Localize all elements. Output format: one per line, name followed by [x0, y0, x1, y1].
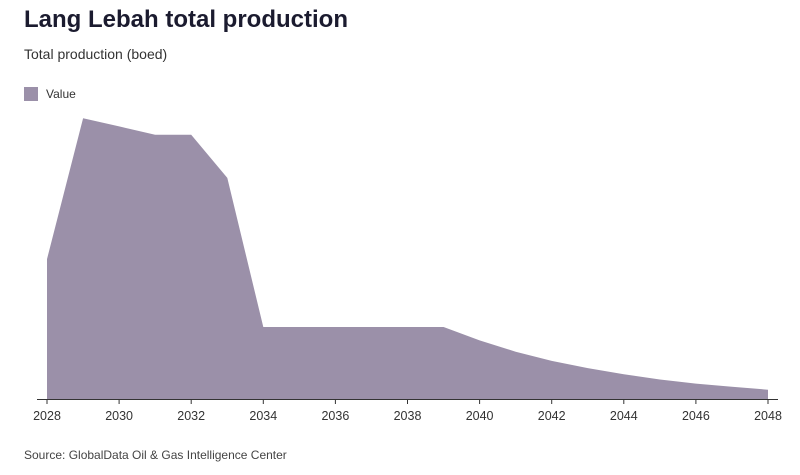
x-tick-label: 2048: [754, 409, 782, 423]
chart-title: Lang Lebah total production: [24, 6, 348, 33]
x-tick-label: 2034: [249, 409, 277, 423]
chart-subtitle: Total production (boed): [24, 46, 168, 62]
x-tick-label: 2038: [394, 409, 422, 423]
watermark-text: GlobalData: [346, 222, 463, 247]
x-tick-label: 2028: [33, 409, 61, 423]
legend-label: Value: [46, 87, 76, 101]
x-tick-label: 2042: [538, 409, 566, 423]
legend: Value: [24, 87, 76, 101]
source-note: Source: GlobalData Oil & Gas Intelligenc…: [24, 448, 287, 462]
x-tick-label: 2030: [105, 409, 133, 423]
x-tick-label: 2040: [466, 409, 494, 423]
production-area-chart: GlobalData 2028 2030 2032 2034 2036 2038 2040 2…: [33, 118, 782, 423]
x-tick-label: 2032: [177, 409, 205, 423]
x-tick-label: 2036: [321, 409, 349, 423]
x-tick-label: 2044: [610, 409, 638, 423]
x-tick-label: 2046: [682, 409, 710, 423]
legend-swatch: [24, 87, 38, 101]
series-area-value: [47, 118, 768, 399]
